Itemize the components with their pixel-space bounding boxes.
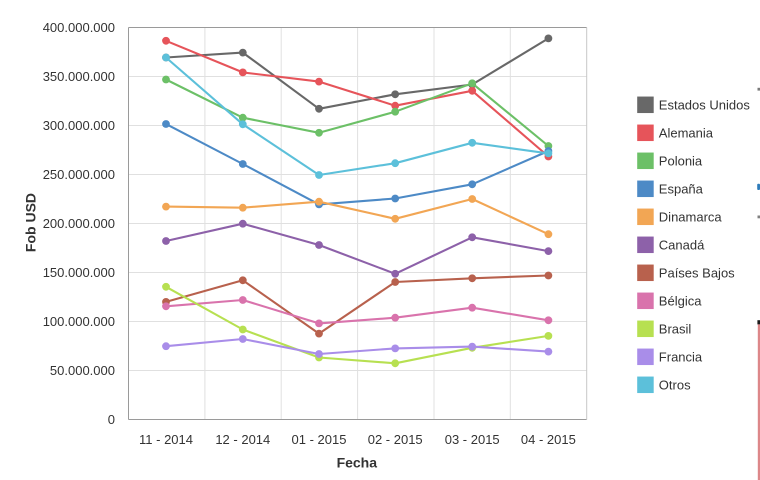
svg-text:400.000.000: 400.000.000 xyxy=(43,20,115,35)
svg-text:Canadá: Canadá xyxy=(659,237,705,252)
svg-text:Polonia: Polonia xyxy=(659,153,703,168)
svg-text:01 - 2015: 01 - 2015 xyxy=(292,432,347,447)
svg-text:250.000.000: 250.000.000 xyxy=(43,167,115,182)
svg-text:12 - 2014: 12 - 2014 xyxy=(215,432,270,447)
svg-text:Bélgica: Bélgica xyxy=(659,293,702,308)
svg-text:50.000.000: 50.000.000 xyxy=(50,363,115,378)
svg-text:Francia: Francia xyxy=(659,349,703,364)
svg-text:0: 0 xyxy=(108,412,115,427)
svg-text:Estados Unidos: Estados Unidos xyxy=(659,97,751,112)
svg-text:200.000.000: 200.000.000 xyxy=(43,216,115,231)
svg-text:300.000.000: 300.000.000 xyxy=(43,118,115,133)
svg-text:Otros: Otros xyxy=(659,377,691,392)
svg-text:150.000.000: 150.000.000 xyxy=(43,265,115,280)
svg-text:Fob USD: Fob USD xyxy=(23,193,39,252)
svg-text:España: España xyxy=(659,181,704,196)
svg-text:02 - 2015: 02 - 2015 xyxy=(368,432,423,447)
svg-text:11 - 2014: 11 - 2014 xyxy=(139,432,193,447)
svg-text:Dinamarca: Dinamarca xyxy=(659,209,723,224)
svg-text:Fecha: Fecha xyxy=(337,455,378,471)
svg-text:04 - 2015: 04 - 2015 xyxy=(521,432,576,447)
svg-text:100.000.000: 100.000.000 xyxy=(43,314,115,329)
svg-text:03 - 2015: 03 - 2015 xyxy=(445,432,500,447)
svg-text:350.000.000: 350.000.000 xyxy=(43,69,115,84)
svg-text:Brasil: Brasil xyxy=(659,321,692,336)
svg-text:Alemania: Alemania xyxy=(659,125,714,140)
svg-text:Países Bajos: Países Bajos xyxy=(659,265,735,280)
